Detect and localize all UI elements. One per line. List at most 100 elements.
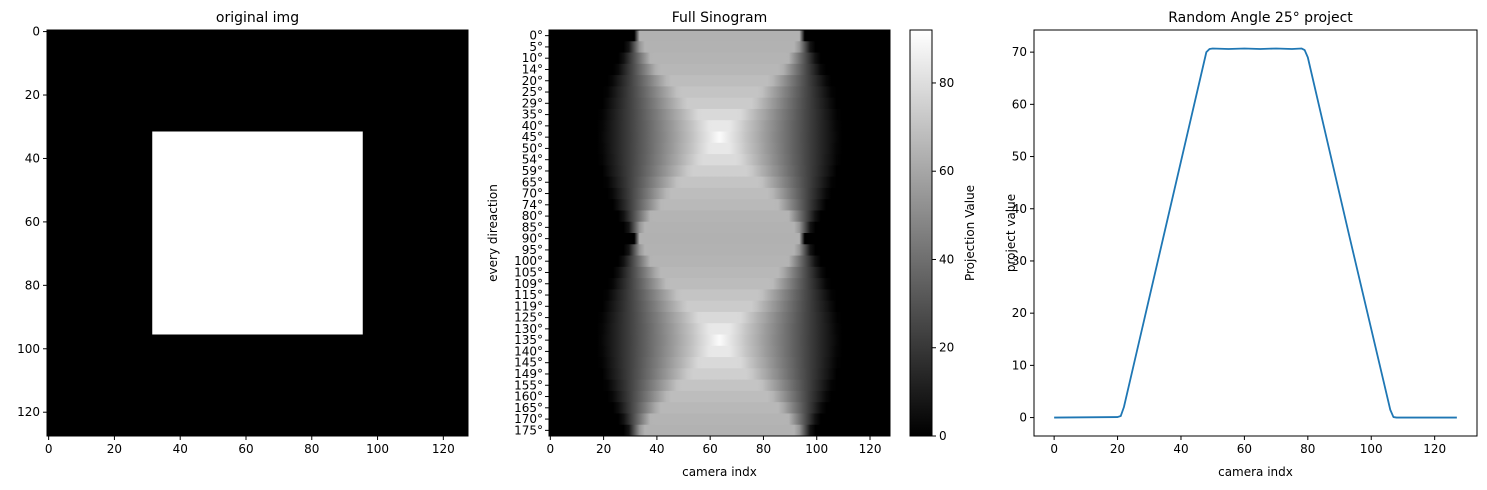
sinogram-row — [549, 413, 890, 426]
sinogram-row — [549, 379, 890, 392]
sinogram-row — [549, 323, 890, 336]
sinogram-row — [549, 210, 890, 223]
projection-ytick-label: 0 — [1019, 411, 1027, 425]
sinogram-row — [549, 244, 890, 257]
sinogram-ytick-label: 45° — [522, 130, 543, 144]
sinogram-ytick-label: 65° — [522, 175, 543, 189]
sinogram-row — [549, 176, 890, 189]
sinogram-row — [549, 52, 890, 65]
sinogram-frame — [548, 29, 891, 437]
projection-ytick-label: 60 — [1012, 97, 1027, 111]
sinogram-ticks: 0 20 40 60 80 100 120 0°5°10°14°20°25°29°35°40°… — [514, 29, 881, 456]
sinogram-ytick-label: 100° — [514, 254, 543, 268]
sinogram-ytick-label: 90° — [522, 232, 543, 246]
colorbar — [909, 29, 933, 437]
sinogram-row — [549, 120, 890, 133]
projection-xtick-label: 20 — [1110, 442, 1125, 456]
original-image-ytick-label: 40 — [25, 151, 40, 165]
original-image-ytick-label: 120 — [17, 405, 40, 419]
projection-ytick-label: 50 — [1012, 150, 1027, 164]
sinogram-row — [549, 402, 890, 415]
original-image-xtick-label: 120 — [432, 442, 455, 456]
sinogram-row — [549, 30, 890, 42]
sinogram-ytick-label: 20° — [522, 74, 543, 88]
sinogram-ytick-label: 29° — [522, 96, 543, 110]
sinogram-row — [549, 142, 890, 155]
sinogram-xtick-label: 100 — [805, 442, 828, 456]
sinogram-row — [549, 289, 890, 302]
sinogram-row — [549, 345, 890, 358]
sinogram-ytick-label: 155° — [514, 378, 543, 392]
sinogram-ytick-label: 140° — [514, 344, 543, 358]
sinogram-row — [549, 300, 890, 313]
projection-xtick-label: 100 — [1360, 442, 1383, 456]
projection-ylabel: project value — [1004, 194, 1018, 272]
sinogram-row — [549, 221, 890, 234]
original-image-xtick-label: 80 — [304, 442, 319, 456]
sinogram-ytick-label: 25° — [522, 85, 543, 99]
sinogram-row — [549, 97, 890, 110]
sinogram-ytick-label: 59° — [522, 164, 543, 178]
sinogram-ytick-label: 130° — [514, 322, 543, 336]
sinogram-ylabel: every direaction — [486, 184, 500, 282]
projection-ticks: 0 20 40 60 80 100 120 0 10 20 30 40 50 60 70 — [1012, 45, 1446, 456]
colorbar-tick-label: 0 — [939, 429, 947, 443]
sinogram-xtick-label: 120 — [859, 442, 882, 456]
sinogram-ytick-label: 145° — [514, 356, 543, 370]
sinogram-row — [549, 334, 890, 347]
projection-xtick-label: 40 — [1173, 442, 1188, 456]
original-image-square — [152, 131, 363, 335]
projection-ytick-label: 70 — [1012, 45, 1027, 59]
colorbar-ticks: 0 20 40 60 80 — [932, 76, 954, 443]
original-image-ticks: 0 20 40 60 80 100 120 0 20 40 60 80 100 120 — [17, 25, 455, 456]
sinogram-row — [549, 86, 890, 99]
projection-ytick-label: 40 — [1012, 202, 1027, 216]
sinogram-panel: Full Sinogram 0 20 40 60 80 100 1200°5°10°14°2… — [486, 10, 977, 479]
sinogram-ytick-label: 125° — [514, 311, 543, 325]
sinogram-xtick-label: 20 — [596, 442, 611, 456]
projection-ytick-label: 30 — [1012, 254, 1027, 268]
sinogram-ytick-label: 0° — [529, 29, 543, 43]
sinogram-row — [549, 311, 890, 324]
projection-xtick-label: 60 — [1237, 442, 1252, 456]
original-image-xtick-label: 0 — [45, 442, 53, 456]
original-image-xtick-label: 100 — [366, 442, 389, 456]
sinogram-ytick-label: 10° — [522, 51, 543, 65]
sinogram-xtick-label: 60 — [703, 442, 718, 456]
sinogram-ytick-label: 160° — [514, 390, 543, 404]
sinogram-row — [549, 63, 890, 76]
sinogram-ytick-label: 135° — [514, 333, 543, 347]
projection-xtick-label: 0 — [1050, 442, 1058, 456]
sinogram-xlabel: camera indx — [682, 465, 757, 479]
colorbar-tick-label: 60 — [939, 164, 954, 178]
sinogram-ytick-label: 105° — [514, 265, 543, 279]
sinogram-row — [549, 75, 890, 87]
original-image-xtick-label: 60 — [238, 442, 253, 456]
projection-xlabel: camera indx — [1218, 465, 1293, 479]
sinogram-ytick-label: 165° — [514, 401, 543, 415]
sinogram-row — [549, 424, 890, 436]
projection-title: Random Angle 25° project — [1168, 10, 1353, 26]
projection-xtick-label: 80 — [1300, 442, 1315, 456]
colorbar-label: Projection Value — [963, 185, 977, 281]
colorbar-tick-label: 20 — [939, 341, 954, 355]
sinogram-ytick-label: 14° — [522, 62, 543, 76]
original-image-title: original img — [216, 10, 299, 26]
original-image-ytick-label: 20 — [25, 88, 40, 102]
sinogram-row — [549, 131, 890, 144]
original-image-ytick-label: 0 — [32, 25, 40, 39]
projection-series-line — [1054, 47, 1457, 419]
sinogram-xtick-label: 80 — [756, 442, 771, 456]
sinogram-title: Full Sinogram — [672, 10, 767, 26]
sinogram-row — [549, 154, 890, 166]
original-image-panel: original img 0 20 40 60 80 100 120 0 20 40 60 80 100… — [17, 10, 469, 456]
sinogram-ytick-label: 170° — [514, 412, 543, 426]
projection-ytick-label: 20 — [1012, 306, 1027, 320]
sinogram-row — [549, 390, 890, 403]
original-image-ytick-label: 60 — [25, 215, 40, 229]
original-image-xtick-label: 20 — [107, 442, 122, 456]
sinogram-xtick-label: 0 — [547, 442, 555, 456]
sinogram-ytick-label: 74° — [522, 198, 543, 212]
sinogram-ytick-label: 85° — [522, 220, 543, 234]
